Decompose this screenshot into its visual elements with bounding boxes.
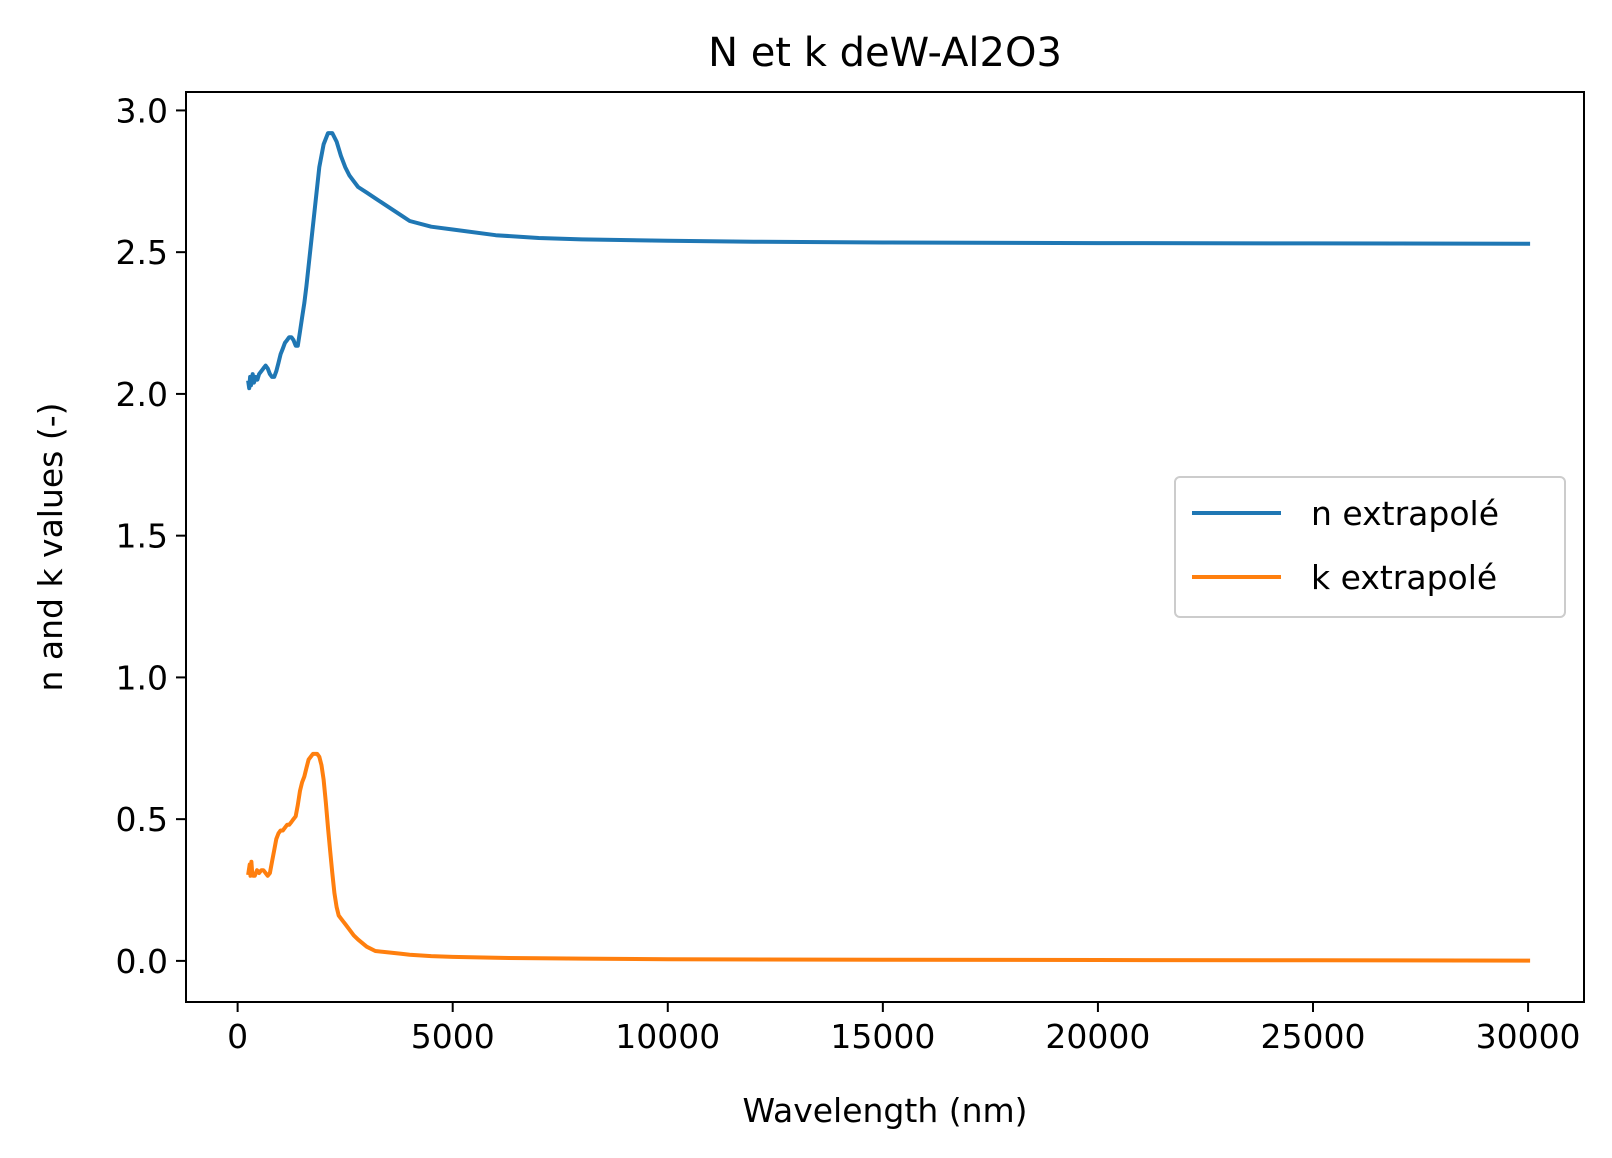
y-tick-label: 2.5: [116, 233, 168, 272]
legend-label-n: n extrapolé: [1311, 494, 1499, 533]
x-tick-label: 10000: [615, 1017, 720, 1056]
x-tick-label: 0: [227, 1017, 248, 1056]
y-tick-label: 1.0: [116, 658, 168, 697]
plot-frame: [185, 91, 1585, 1003]
y-tick-label: 1.5: [116, 517, 168, 556]
series-line-k: [246, 751, 1531, 963]
x-tick-label: 25000: [1261, 1017, 1366, 1056]
x-axis-title: Wavelength (nm): [742, 1091, 1027, 1130]
x-tick-label: 30000: [1476, 1017, 1581, 1056]
x-tick-label: 20000: [1045, 1017, 1150, 1056]
x-ticks: 0 5000 10000 15000 20000 25000 30000: [227, 1002, 1581, 1056]
chart-title: N et k deW-Al2O3: [708, 30, 1062, 76]
legend-label-k: k extrapolé: [1311, 558, 1497, 597]
series-line-n: [246, 131, 1531, 391]
y-tick-label: 3.0: [116, 91, 168, 130]
y-tick-label: 0.0: [116, 942, 168, 981]
y-axis-title: n and k values (-): [31, 402, 70, 691]
legend: n extrapolé k extrapolé: [1174, 476, 1566, 618]
plot-lines: [246, 131, 1531, 963]
y-ticks: 0.0 0.5 1.0 1.5 2.0 2.5 3.0: [116, 91, 186, 981]
x-tick-label: 15000: [830, 1017, 935, 1056]
y-tick-label: 0.5: [116, 800, 168, 839]
x-tick-label: 5000: [411, 1017, 495, 1056]
y-tick-label: 2.0: [116, 375, 168, 414]
